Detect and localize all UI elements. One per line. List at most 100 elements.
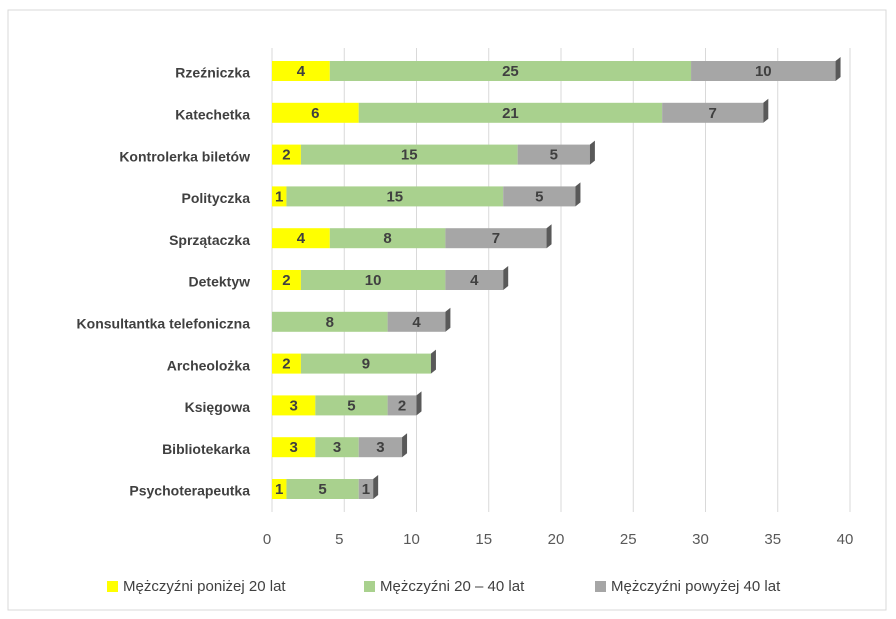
value-label: 5 bbox=[535, 188, 543, 205]
legend-swatch bbox=[107, 581, 118, 592]
bar-segment bbox=[387, 395, 417, 416]
bar-depth bbox=[402, 433, 408, 458]
x-tick-label: 5 bbox=[335, 531, 343, 548]
value-label: 8 bbox=[383, 230, 391, 247]
bar-segment bbox=[300, 144, 518, 165]
bar-depth bbox=[503, 266, 509, 290]
y-tick-label: Konsultantka telefoniczna bbox=[77, 316, 251, 332]
value-label: 15 bbox=[386, 188, 403, 205]
value-label: 3 bbox=[333, 439, 341, 456]
x-tick-label: 0 bbox=[263, 531, 271, 548]
y-tick-label: Katechetka bbox=[175, 107, 250, 123]
bar-segment bbox=[517, 144, 590, 165]
bar-segment bbox=[358, 479, 374, 499]
value-label: 21 bbox=[502, 105, 519, 122]
value-label: 1 bbox=[362, 481, 370, 498]
value-label: 5 bbox=[550, 147, 558, 164]
bar-segment bbox=[272, 228, 330, 249]
value-label: 2 bbox=[282, 147, 290, 164]
bar-segment bbox=[286, 479, 359, 499]
x-tick-label: 10 bbox=[403, 531, 420, 548]
bar-depth bbox=[445, 307, 451, 332]
bar-segment bbox=[315, 395, 388, 416]
y-tick-label: Rzeźniczka bbox=[175, 65, 250, 81]
bar-segment bbox=[272, 311, 388, 332]
bar-segment bbox=[358, 102, 663, 123]
bar-depth bbox=[373, 475, 379, 499]
value-label: 5 bbox=[347, 397, 355, 414]
bar-segment bbox=[691, 61, 836, 81]
x-tick-label: 30 bbox=[692, 531, 709, 548]
bar-segment bbox=[272, 186, 287, 207]
y-tick-label: Polityczka bbox=[182, 190, 251, 206]
bar-depth bbox=[546, 224, 552, 249]
bar-segment bbox=[329, 228, 446, 249]
bar-segment bbox=[503, 186, 576, 207]
value-label: 5 bbox=[318, 481, 326, 498]
y-tick-label: Księgowa bbox=[185, 399, 251, 415]
bar-segment bbox=[329, 61, 692, 81]
bar-segment bbox=[272, 479, 287, 499]
bar-segment bbox=[315, 437, 359, 458]
bar-segment bbox=[272, 144, 301, 165]
bar-depth bbox=[416, 391, 422, 416]
value-label: 15 bbox=[401, 147, 418, 164]
bar-depth bbox=[430, 349, 436, 374]
value-label: 4 bbox=[412, 314, 421, 331]
bar-depth bbox=[835, 57, 841, 81]
value-label: 2 bbox=[398, 397, 406, 414]
value-label: 10 bbox=[365, 272, 382, 289]
legend-swatch bbox=[595, 581, 606, 592]
bar-segment bbox=[272, 270, 301, 290]
value-label: 7 bbox=[709, 105, 717, 122]
bar-segment bbox=[300, 270, 446, 290]
value-label: 10 bbox=[755, 63, 772, 80]
x-tick-label: 15 bbox=[475, 531, 492, 548]
value-label: 3 bbox=[290, 439, 298, 456]
value-label: 4 bbox=[297, 63, 306, 80]
legend-label: Mężczyźni poniżej 20 lat bbox=[123, 578, 286, 595]
bar-segment bbox=[272, 437, 316, 458]
value-label: 3 bbox=[290, 397, 298, 414]
bar-segment bbox=[272, 102, 359, 123]
bar-segment bbox=[445, 228, 547, 249]
bar-segment bbox=[300, 353, 431, 374]
value-label: 3 bbox=[376, 439, 384, 456]
y-tick-label: Sprzątaczka bbox=[169, 232, 250, 248]
bar-segment bbox=[445, 270, 504, 290]
value-label: 8 bbox=[326, 314, 334, 331]
bar-segment bbox=[272, 395, 316, 416]
bar-segment bbox=[272, 353, 301, 374]
bar-depth bbox=[589, 140, 595, 165]
value-label: 4 bbox=[297, 230, 306, 247]
x-tick-label: 25 bbox=[620, 531, 637, 548]
bar-depth bbox=[763, 98, 769, 123]
value-label: 1 bbox=[275, 481, 283, 498]
value-label: 2 bbox=[282, 356, 290, 373]
value-label: 6 bbox=[311, 105, 319, 122]
legend-label: Mężczyźni 20 – 40 lat bbox=[380, 578, 525, 595]
x-tick-label: 40 bbox=[837, 531, 854, 548]
value-label: 25 bbox=[502, 63, 519, 80]
value-label: 1 bbox=[275, 188, 283, 205]
value-label: 2 bbox=[282, 272, 290, 289]
y-tick-label: Kontrolerka biletów bbox=[119, 148, 250, 164]
bar-segment bbox=[286, 186, 504, 207]
value-label: 9 bbox=[362, 356, 370, 373]
bar-depth bbox=[575, 182, 581, 207]
bar-segment bbox=[387, 311, 446, 332]
y-tick-label: Archeolożka bbox=[167, 357, 250, 373]
bar-segment bbox=[358, 437, 403, 458]
x-tick-label: 20 bbox=[548, 531, 565, 548]
x-tick-label: 35 bbox=[764, 531, 781, 548]
legend-label: Mężczyźni powyżej 40 lat bbox=[611, 578, 781, 595]
y-tick-label: Bibliotekarka bbox=[162, 441, 250, 457]
y-tick-label: Psychoterapeutka bbox=[129, 483, 250, 499]
value-label: 4 bbox=[470, 272, 479, 289]
y-tick-label: Detektyw bbox=[189, 274, 251, 290]
value-label: 7 bbox=[492, 230, 500, 247]
bar-segment bbox=[662, 102, 764, 123]
chart-border bbox=[7, 9, 887, 611]
bar-segment bbox=[272, 61, 330, 81]
